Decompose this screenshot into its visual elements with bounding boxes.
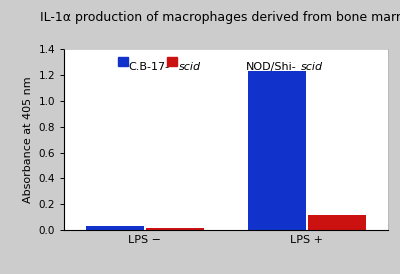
- Bar: [146, 228, 204, 230]
- Text: C.B-17-: C.B-17-: [129, 62, 170, 72]
- Text: scid: scid: [179, 62, 201, 72]
- Bar: [248, 71, 306, 230]
- Bar: [86, 226, 144, 230]
- Bar: [308, 215, 366, 230]
- Y-axis label: Absorbance at 405 nm: Absorbance at 405 nm: [23, 76, 33, 203]
- Legend: , : ,: [118, 57, 180, 67]
- Text: scid: scid: [300, 62, 323, 72]
- Text: IL-1α production of macrophages derived from bone marrow: IL-1α production of macrophages derived …: [40, 11, 400, 24]
- Text: NOD/Shi-: NOD/Shi-: [246, 62, 296, 72]
